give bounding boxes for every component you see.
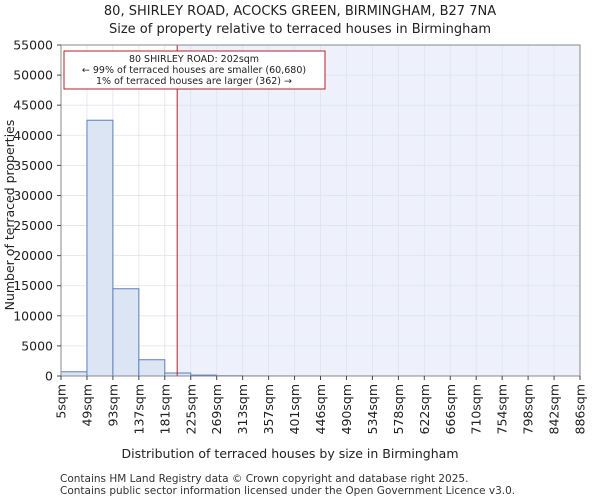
y-tick-label: 40000 xyxy=(13,128,53,143)
y-tick-label: 15000 xyxy=(13,278,53,293)
annotation-smaller: ← 99% of terraced houses are smaller (60… xyxy=(82,65,306,76)
x-tick-label: 666sqm xyxy=(443,384,458,434)
y-axis-label: Number of terraced properties xyxy=(2,120,17,311)
y-tick-label: 5000 xyxy=(21,338,53,353)
histogram-bar xyxy=(138,359,166,377)
x-tick-label: 313sqm xyxy=(235,384,250,434)
x-tick-label: 269sqm xyxy=(209,384,224,434)
y-tick-label: 30000 xyxy=(13,188,53,203)
y-tick-label: 0 xyxy=(45,369,53,384)
histogram-bar xyxy=(112,288,140,377)
x-tick-label: 446sqm xyxy=(313,384,328,434)
y-tick-label: 55000 xyxy=(13,38,53,53)
x-tick-label: 401sqm xyxy=(287,384,302,434)
x-tick-label: 886sqm xyxy=(573,384,588,434)
x-tick-label: 710sqm xyxy=(469,384,484,434)
y-tick-label: 50000 xyxy=(13,68,53,83)
y-tick-label: 20000 xyxy=(13,248,53,263)
x-tick-label: 5sqm xyxy=(54,384,69,419)
x-tick-label: 93sqm xyxy=(105,384,120,427)
x-tick-label: 225sqm xyxy=(183,384,198,434)
y-tick-label: 10000 xyxy=(13,308,53,323)
histogram-bar xyxy=(86,119,114,377)
x-tick-label: 842sqm xyxy=(547,384,562,434)
chart-subtitle: Size of property relative to terraced ho… xyxy=(109,22,491,37)
x-axis-label: Distribution of terraced houses by size … xyxy=(122,446,459,461)
y-tick-label: 45000 xyxy=(13,98,53,113)
larger-region-shade xyxy=(177,45,580,376)
x-tick-label: 534sqm xyxy=(365,384,380,434)
annotation-title: 80 SHIRLEY ROAD: 202sqm xyxy=(129,54,259,65)
x-tick-label: 578sqm xyxy=(391,384,406,434)
x-tick-label: 137sqm xyxy=(131,384,146,434)
x-tick-label: 754sqm xyxy=(495,384,510,434)
y-tick-label: 25000 xyxy=(13,218,53,233)
footer-copyright: Contains HM Land Registry data © Crown c… xyxy=(60,473,468,485)
x-tick-label: 622sqm xyxy=(417,384,432,434)
x-tick-label: 798sqm xyxy=(521,384,536,434)
chart-title: 80, SHIRLEY ROAD, ACOCKS GREEN, BIRMINGH… xyxy=(104,4,496,19)
x-tick-label: 181sqm xyxy=(157,384,172,434)
y-tick-label: 35000 xyxy=(13,158,53,173)
x-tick-label: 49sqm xyxy=(79,384,94,427)
x-tick-label: 357sqm xyxy=(261,384,276,434)
x-tick-label: 490sqm xyxy=(339,384,354,434)
footer-licence: Contains public sector information licen… xyxy=(60,485,515,497)
annotation-box: 80 SHIRLEY ROAD: 202sqm ← 99% of terrace… xyxy=(63,50,326,90)
histogram-bar xyxy=(60,371,88,377)
annotation-larger: 1% of terraced houses are larger (362) → xyxy=(96,76,292,87)
